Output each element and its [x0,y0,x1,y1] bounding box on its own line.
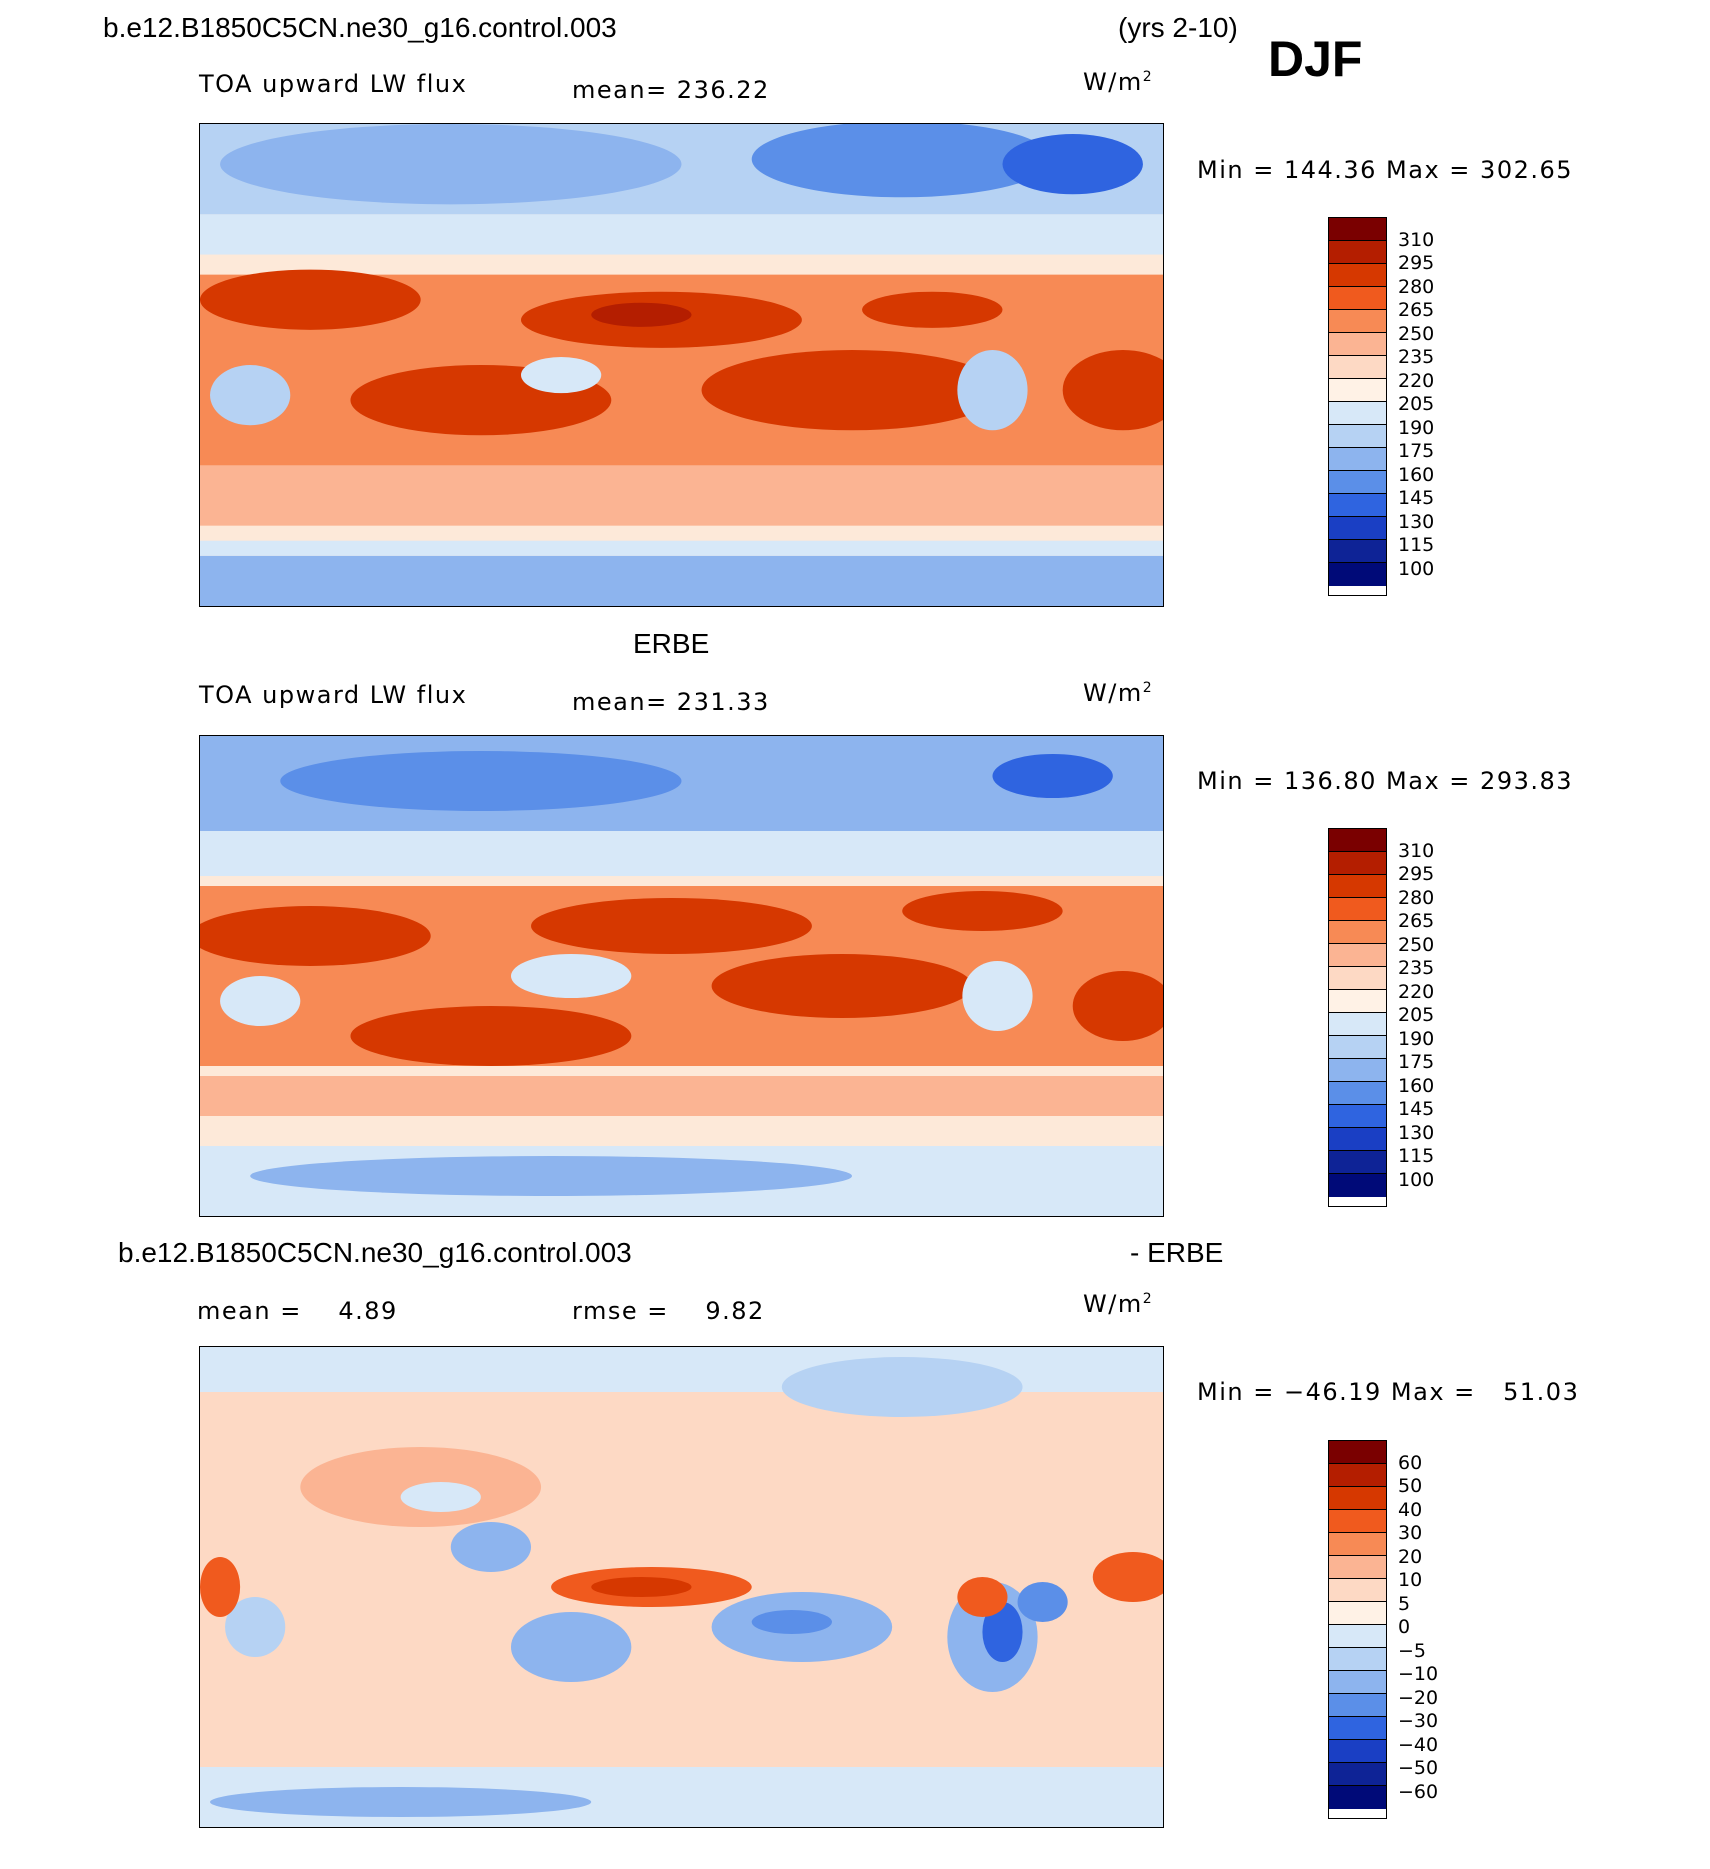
colorbar-tick-label: 0 [1398,1616,1411,1638]
panel3-units: W/m2 [1083,1290,1154,1318]
panel2-units: W/m2 [1083,679,1154,707]
colorbar-tick-label: −30 [1398,1710,1439,1732]
panel1-minmax: Min = 144.36 Max = 302.65 [1197,156,1574,184]
colorbar-tick-label: 130 [1398,510,1435,533]
colorbar-tick-label: 220 [1398,980,1435,1003]
colorbar-tick-label: 295 [1398,252,1435,274]
colorbar-tick-label: 250 [1398,322,1435,345]
panel1-units: W/m2 [1083,68,1154,96]
colorbar-tick-label: 145 [1398,1098,1435,1120]
colorbar-tick-label: 5 [1398,1592,1411,1615]
colorbar-tick-label: 115 [1398,534,1435,556]
colorbar-tick-label: 310 [1398,839,1435,862]
colorbar-tick-label: 160 [1398,463,1435,486]
colorbar-tick-label: 310 [1398,228,1435,251]
panel3-field [200,1347,1163,1827]
panel1-colorbar [1328,217,1387,596]
colorbar-tick-label: 115 [1398,1145,1435,1167]
case-title: b.e12.B1850C5CN.ne30_g16.control.003 [103,12,617,43]
panel1-variable: TOA upward LW flux [199,70,468,98]
colorbar-tick-label: 20 [1398,1545,1423,1568]
panel2-map [199,735,1164,1217]
colorbar-tick-label: 250 [1398,933,1435,956]
colorbar-tick-label: 100 [1398,557,1435,580]
panel3-colorbar [1328,1440,1387,1819]
years-label: (yrs 2-10) [1118,12,1238,43]
panel2-variable: TOA upward LW flux [199,681,468,709]
panel2-minmax: Min = 136.80 Max = 293.83 [1197,767,1574,795]
panel2-title: ERBE [633,628,710,659]
colorbar-tick-label: −40 [1398,1733,1439,1756]
colorbar-tick-label: 280 [1398,275,1435,298]
colorbar-tick-label: 10 [1398,1569,1423,1591]
colorbar-tick-label: 130 [1398,1121,1435,1144]
colorbar-tick-label: 190 [1398,1027,1435,1050]
season-label: DJF [1268,31,1363,87]
colorbar-tick-label: 30 [1398,1522,1423,1544]
panel1-field [200,124,1163,606]
colorbar-tick-label: 190 [1398,416,1435,439]
panel3-mean: mean = 4.89 [197,1297,398,1325]
panel3-map [199,1346,1164,1828]
colorbar-tick-label: −10 [1398,1663,1439,1685]
colorbar-tick-label: −50 [1398,1757,1439,1779]
colorbar-tick-label: −20 [1398,1686,1439,1709]
colorbar-tick-label: −60 [1398,1780,1439,1803]
colorbar-tick-label: 295 [1398,863,1435,885]
colorbar-tick-label: 220 [1398,369,1435,392]
colorbar-tick-label: 175 [1398,440,1435,462]
panel1-map [199,123,1164,607]
colorbar-tick-label: 205 [1398,1004,1435,1026]
panel2-mean: mean= 231.33 [572,688,770,716]
panel3-rmse: rmse = 9.82 [572,1297,765,1325]
panel2-field [200,736,1163,1216]
colorbar-tick-label: 60 [1398,1451,1423,1474]
panel2-colorbar [1328,828,1387,1207]
colorbar-tick-label: 235 [1398,957,1435,979]
panel3-title: b.e12.B1850C5CN.ne30_g16.control.003 [118,1237,632,1268]
panel3-title-right: - ERBE [1130,1237,1224,1268]
colorbar-tick-label: 145 [1398,487,1435,509]
colorbar-tick-label: 235 [1398,346,1435,368]
colorbar-tick-label: 175 [1398,1051,1435,1073]
colorbar-tick-label: 50 [1398,1475,1423,1497]
colorbar-tick-label: 265 [1398,910,1435,932]
colorbar-tick-label: 280 [1398,886,1435,909]
colorbar-tick-label: 40 [1398,1498,1423,1521]
colorbar-tick-label: 205 [1398,393,1435,415]
colorbar-tick-label: 100 [1398,1168,1435,1191]
colorbar-tick-label: −5 [1398,1639,1427,1662]
panel1-mean: mean= 236.22 [572,76,770,104]
colorbar-tick-label: 265 [1398,299,1435,321]
colorbar-tick-label: 160 [1398,1074,1435,1097]
panel3-minmax: Min = −46.19 Max = 51.03 [1197,1378,1580,1406]
